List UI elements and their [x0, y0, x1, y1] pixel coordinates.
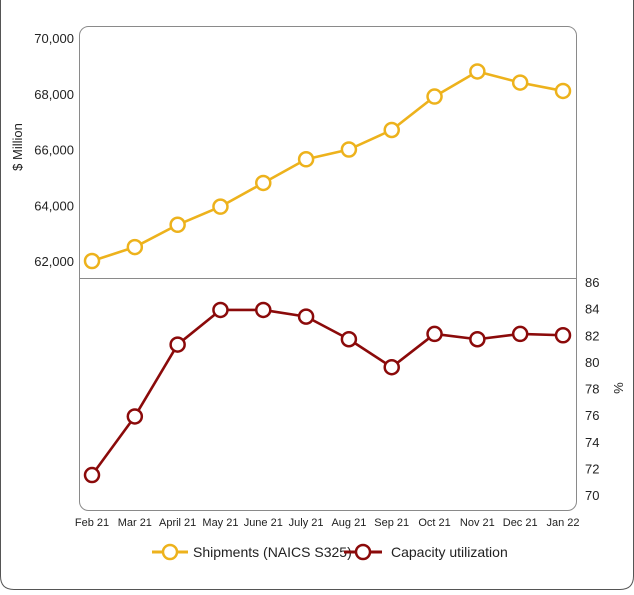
capacity-point	[212, 301, 229, 319]
capacity-point	[426, 325, 443, 343]
bottom-y-axis: 70 72 74 76 78 80 82 84 86	[585, 275, 599, 503]
x-tick-label: July 21	[289, 517, 324, 529]
x-tick-label: Nov 21	[460, 517, 495, 529]
shipments-point	[169, 216, 186, 234]
x-axis: Feb 21 Mar 21 April 21 May 21 June 21 July 21…	[75, 517, 580, 529]
capacity-point	[554, 327, 572, 344]
y-tick-label-right: 74	[585, 435, 599, 450]
x-tick-label: May 21	[202, 517, 238, 529]
capacity-point	[469, 330, 486, 348]
y-tick-label-right: 78	[585, 382, 599, 397]
capacity-line	[90, 308, 564, 476]
shipments-point	[83, 252, 101, 270]
capacity-point	[169, 336, 186, 353]
x-tick-label: Aug 21	[331, 517, 366, 529]
shipments-point	[511, 74, 529, 91]
legend-swatch-shipments-marker	[161, 543, 179, 561]
y-tick-label-left: 66,000	[34, 143, 74, 158]
shipments-point	[255, 174, 272, 192]
y-tick-label-right: 80	[585, 355, 599, 370]
capacity-point	[297, 308, 315, 325]
x-tick-label: Sep 21	[374, 517, 409, 529]
shipments-point	[340, 141, 358, 158]
y-tick-label-right: 86	[585, 275, 599, 290]
plot-area-border	[79, 26, 577, 511]
shipments-point	[554, 82, 572, 100]
legend: Shipments (NAICS S325) Capacity utilizat…	[152, 543, 508, 561]
legend-label-capacity: Capacity utilization	[391, 544, 508, 560]
capacity-series	[83, 301, 572, 484]
y-tick-label-right: 76	[585, 408, 599, 423]
legend-label-shipments: Shipments (NAICS S325)	[193, 544, 352, 560]
shipments-point	[469, 63, 486, 80]
shipments-line	[91, 70, 564, 263]
legend-swatch-capacity-marker	[354, 543, 372, 561]
y-tick-label-right: 70	[585, 488, 599, 503]
y-tick-label-right: 84	[585, 302, 599, 317]
y-tick-label-left: 62,000	[34, 254, 74, 269]
capacity-point	[83, 466, 101, 484]
x-tick-label: April 21	[159, 517, 196, 529]
y-tick-label-right: 72	[585, 461, 599, 476]
y-axis-label-left: $ Million	[10, 123, 25, 171]
x-tick-label: Feb 21	[75, 517, 109, 529]
capacity-point	[126, 408, 144, 425]
shipments-point	[212, 198, 229, 215]
x-tick-label: Dec 21	[503, 517, 538, 529]
shipments-point	[126, 238, 144, 256]
capacity-point	[383, 358, 400, 376]
x-tick-label: Mar 21	[118, 517, 152, 529]
shipments-series	[83, 63, 572, 270]
capacity-point	[340, 330, 358, 348]
x-tick-label: Oct 21	[418, 517, 450, 529]
shipments-point	[383, 121, 400, 139]
shipments-point	[426, 88, 443, 105]
capacity-point	[511, 325, 529, 343]
y-axis-label-right: %	[611, 382, 626, 394]
y-tick-label-left: 64,000	[34, 198, 74, 213]
shipments-point	[297, 151, 315, 168]
capacity-point	[255, 301, 272, 319]
y-tick-label-left: 70,000	[34, 31, 74, 46]
top-y-axis: 62,000 64,000 66,000 68,000 70,000	[34, 31, 74, 269]
y-tick-label-left: 68,000	[34, 87, 74, 102]
x-tick-label: June 21	[244, 517, 283, 529]
y-tick-label-right: 82	[585, 328, 599, 343]
x-tick-label: Jan 22	[546, 517, 579, 529]
